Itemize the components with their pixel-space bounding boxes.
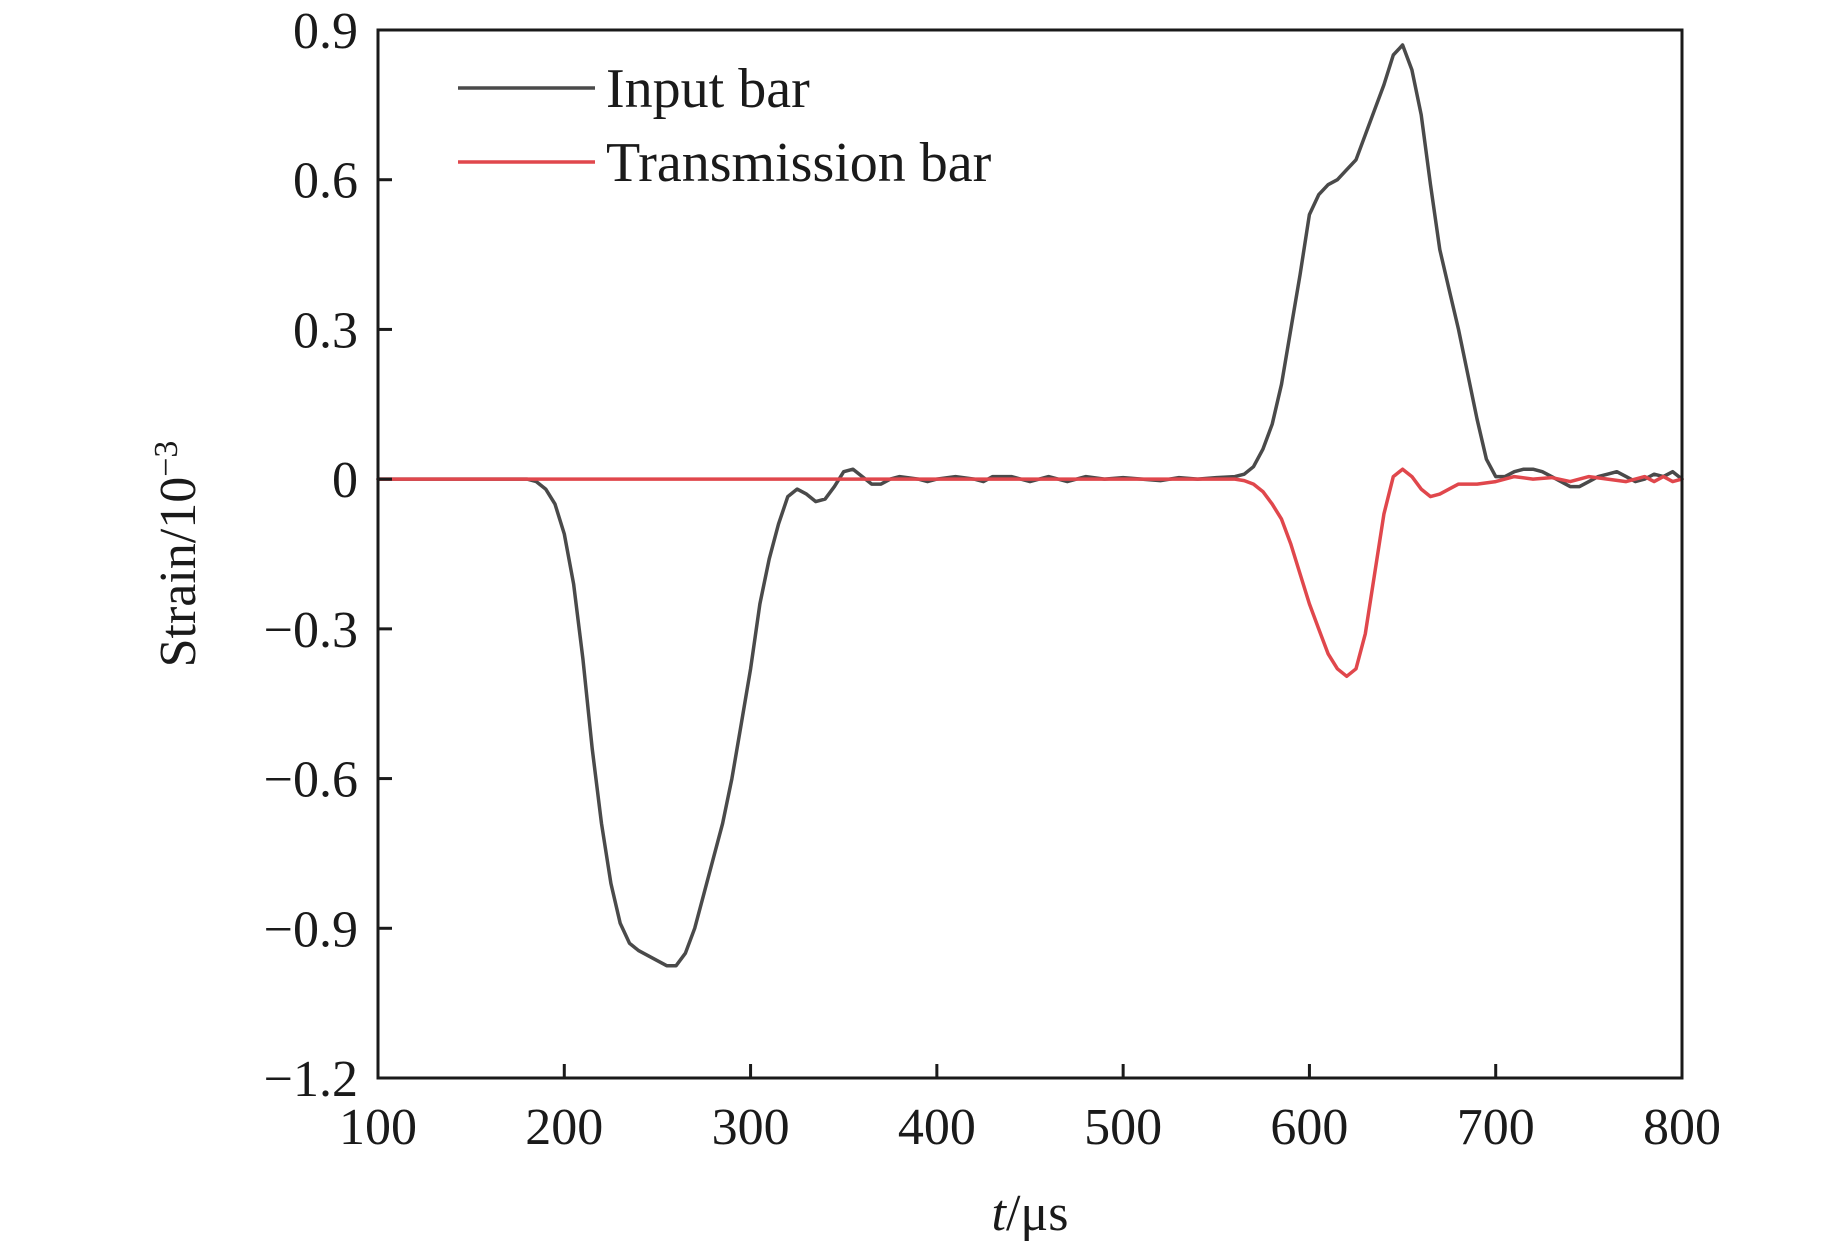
y-tick-label: −1.2 <box>264 1051 358 1108</box>
x-tick-label: 500 <box>1084 1099 1162 1156</box>
x-axis-ticks: 100 200 300 400 500 600 700 800 <box>339 1064 1721 1156</box>
x-tick-label: 700 <box>1457 1099 1535 1156</box>
x-tick-label: 200 <box>525 1099 603 1156</box>
series-line-input-bar <box>376 43 1684 968</box>
plot-frame <box>376 28 1684 1080</box>
y-axis-ticks: −1.2 −0.9 −0.6 −0.3 0 0.3 0.6 0.9 <box>264 3 392 1108</box>
y-axis-title-base: Strain/10 <box>150 477 207 668</box>
y-tick-label: −0.9 <box>264 901 358 958</box>
y-tick-label: 0.6 <box>293 153 358 210</box>
x-axis-unit: /μs <box>1006 1185 1069 1242</box>
y-tick-label: 0.3 <box>293 302 358 359</box>
y-tick-label: −0.6 <box>264 752 358 809</box>
x-tick-label: 800 <box>1643 1099 1721 1156</box>
y-axis-title-exponent: −3 <box>148 441 185 477</box>
x-axis-title: t/μs <box>991 1185 1068 1242</box>
y-axis-title: Strain/10−3 <box>148 441 208 668</box>
x-tick-label: 100 <box>339 1099 417 1156</box>
y-tick-label: 0.9 <box>293 3 358 60</box>
series-line-transmission-bar <box>376 467 1684 679</box>
y-tick-label: 0 <box>332 452 358 509</box>
legend-label: Transmission bar <box>606 132 992 194</box>
x-tick-label: 400 <box>898 1099 976 1156</box>
x-tick-label: 300 <box>712 1099 790 1156</box>
y-tick-label: −0.3 <box>264 602 358 659</box>
x-tick-label: 600 <box>1270 1099 1348 1156</box>
legend: Input bar Transmission bar <box>458 58 992 194</box>
x-axis-variable: t <box>991 1185 1007 1242</box>
legend-label: Input bar <box>606 58 810 120</box>
plot-lines <box>376 43 1684 968</box>
